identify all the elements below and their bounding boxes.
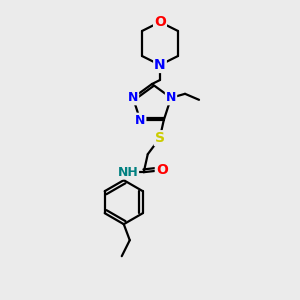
Text: N: N — [154, 58, 166, 72]
Text: N: N — [128, 91, 138, 104]
Text: O: O — [154, 15, 166, 29]
Text: N: N — [135, 114, 146, 127]
Text: NH: NH — [117, 166, 138, 179]
Text: S: S — [155, 131, 165, 145]
Text: O: O — [156, 163, 168, 177]
Text: N: N — [166, 91, 176, 104]
